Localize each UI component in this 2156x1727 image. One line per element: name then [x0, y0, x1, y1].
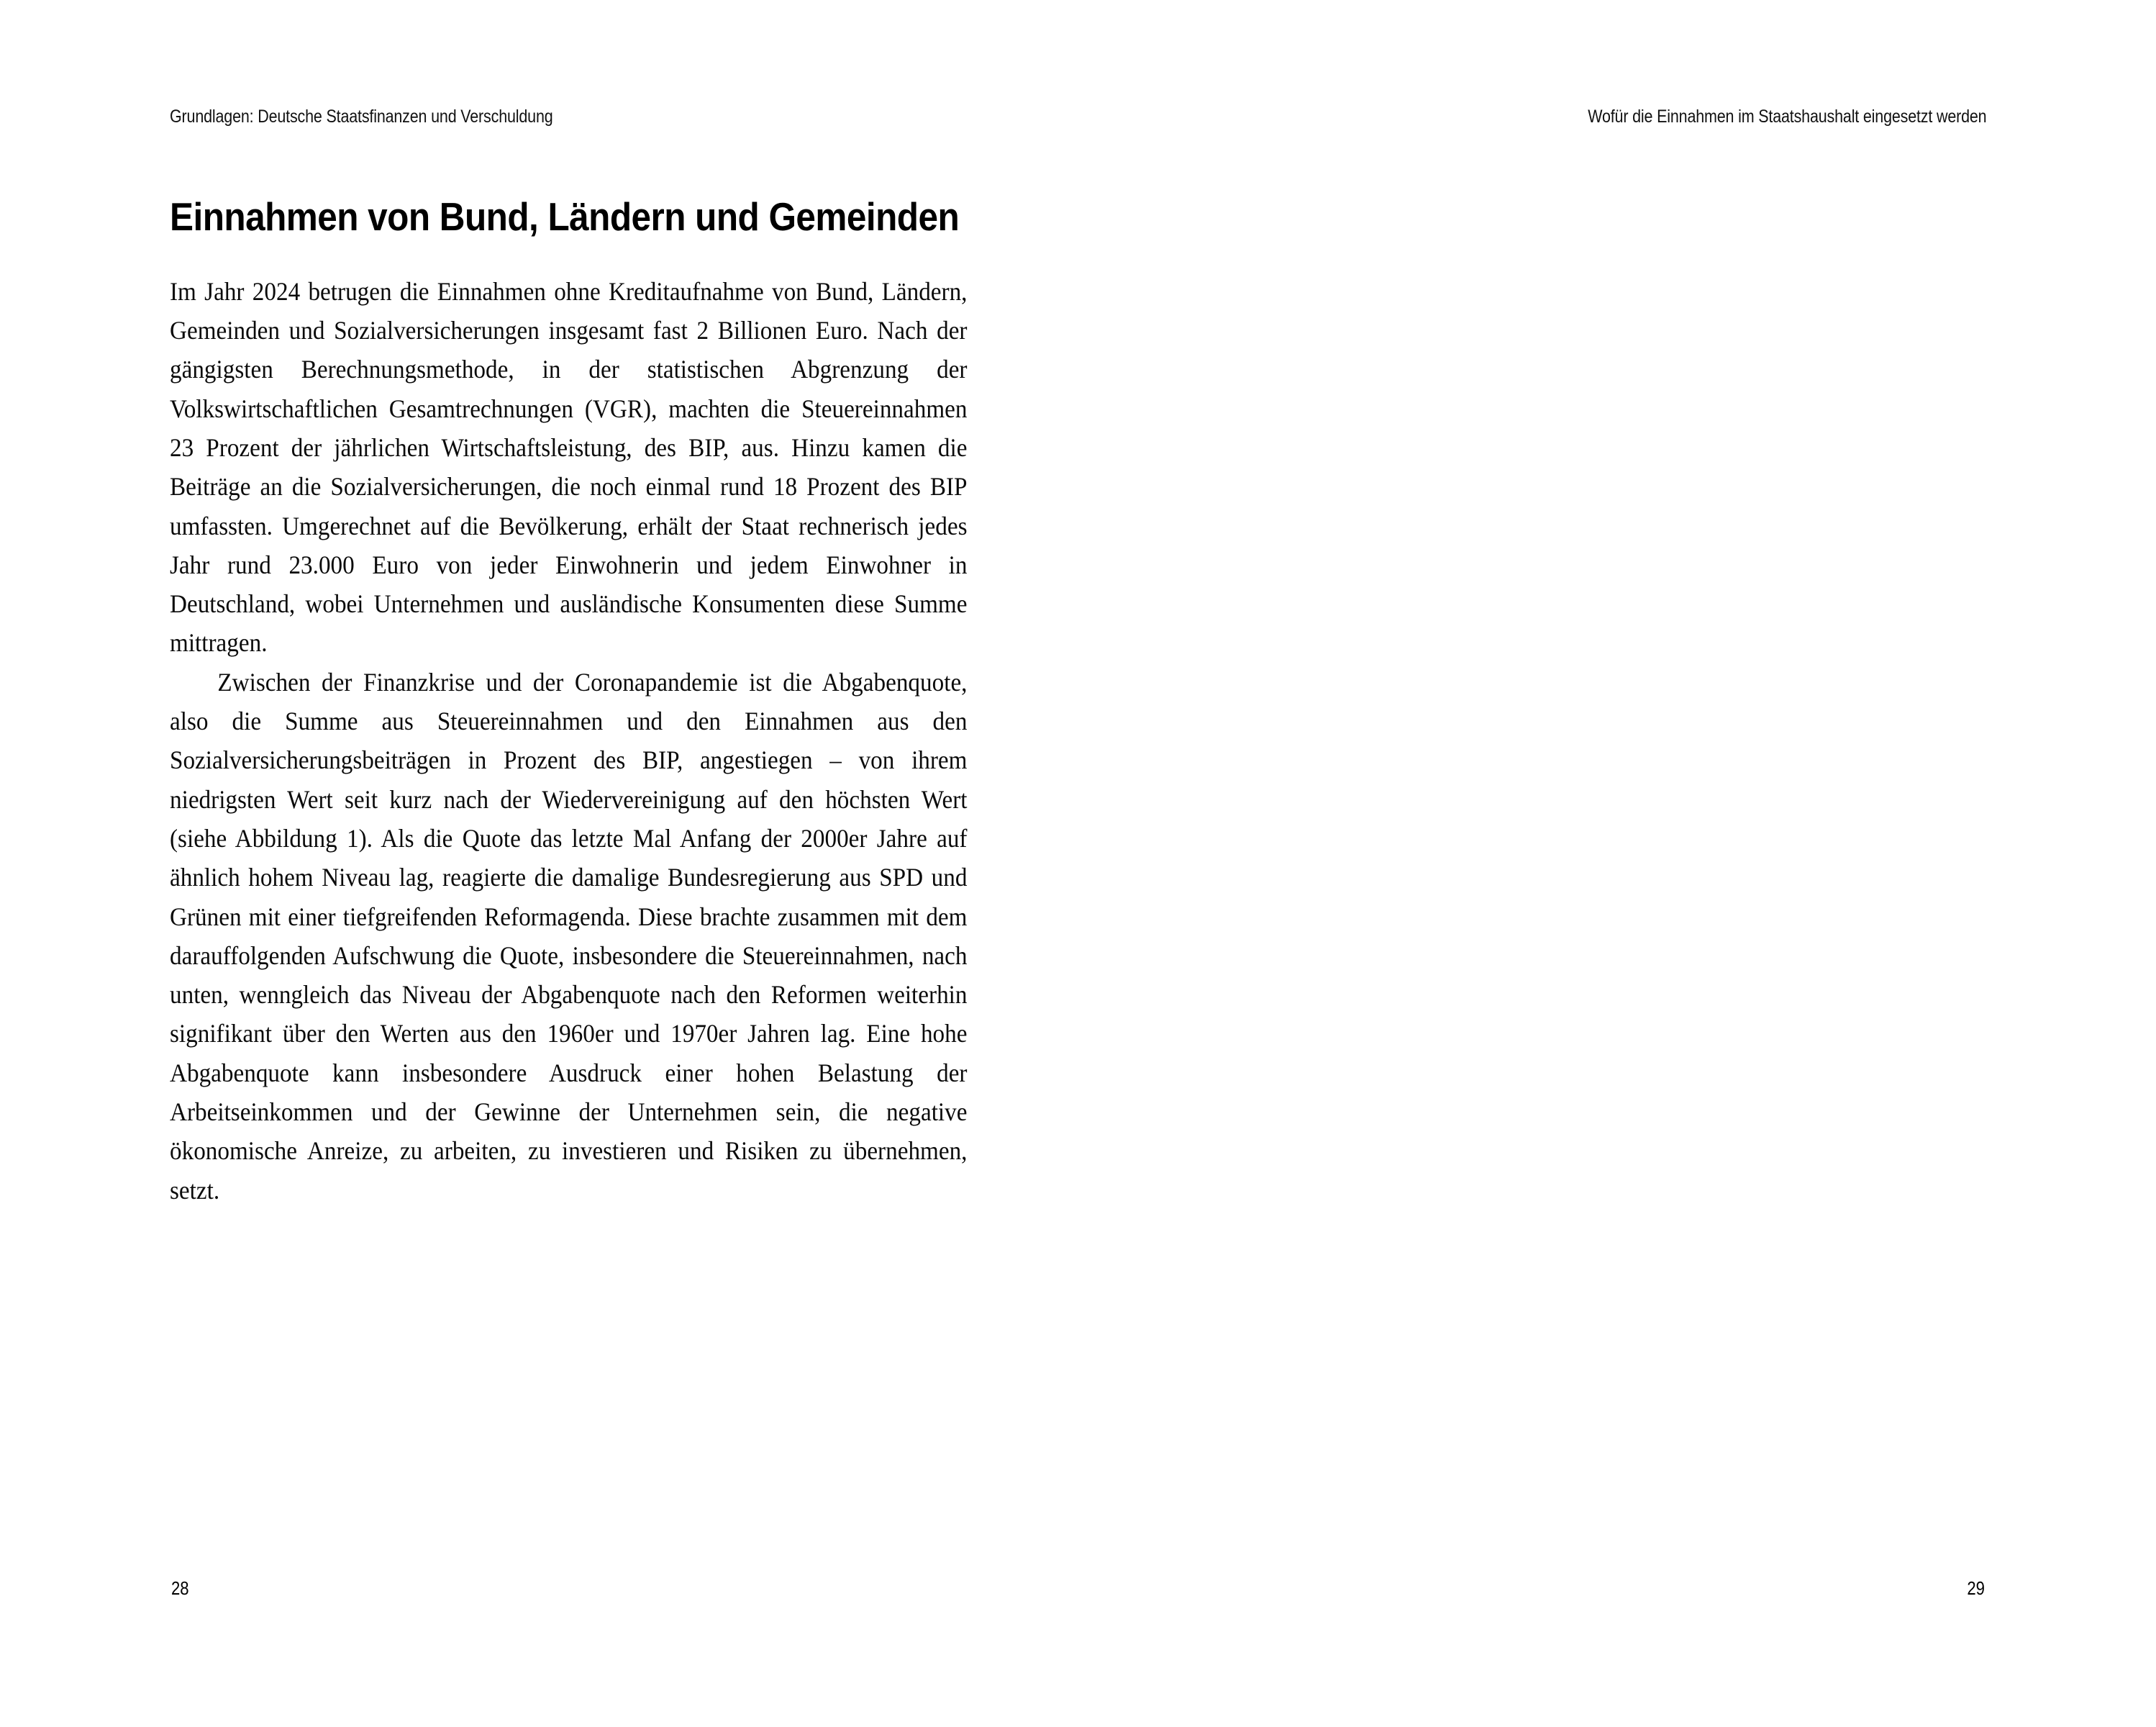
- left-text-column: Einnahmen von Bund, Ländern und Gemeinde…: [170, 194, 967, 1210]
- page-number-right: 29: [1967, 1577, 1985, 1599]
- running-head-left: Grundlagen: Deutsche Staatsfinanzen und …: [170, 106, 553, 127]
- body-paragraph: Im Jahr 2024 betrugen die Einnahmen ohne…: [170, 276, 968, 658]
- running-head-right: Wofür die Einnahmen im Staatshaushalt ei…: [1587, 106, 1986, 127]
- page-number-left: 28: [171, 1577, 189, 1599]
- page-left: Grundlagen: Deutsche Staatsfinanzen und …: [170, 106, 967, 1599]
- page-title: Einnahmen von Bund, Ländern und Gemeinde…: [170, 194, 960, 239]
- body-paragraph: Zwischen der Finanzkrise und der Coronap…: [170, 667, 968, 1205]
- page-right: Wofür die Einnahmen im Staatshaushalt ei…: [1078, 0, 2156, 1727]
